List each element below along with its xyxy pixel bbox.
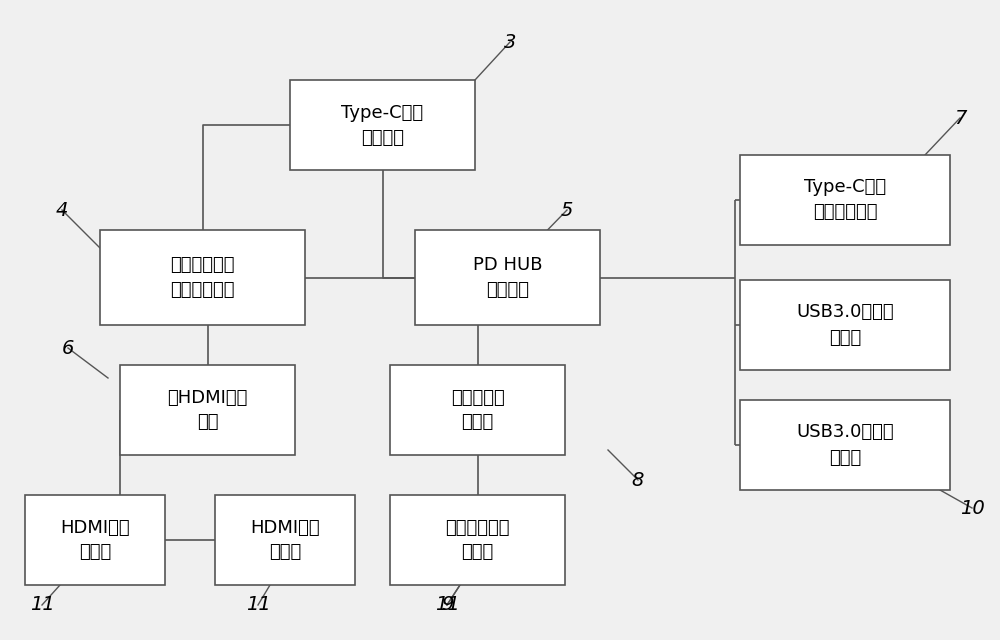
Bar: [740, 400, 950, 490]
Text: 以太网数据传
输接口: 以太网数据传 输接口: [445, 518, 510, 561]
Bar: [740, 155, 950, 245]
Text: Type-C数据
充电双向接口: Type-C数据 充电双向接口: [804, 179, 886, 221]
Text: 4: 4: [56, 200, 68, 220]
Text: 3: 3: [504, 33, 516, 51]
Bar: [740, 280, 950, 370]
Bar: [215, 495, 355, 585]
Text: HDMI音视
频接口: HDMI音视 频接口: [60, 518, 130, 561]
Bar: [120, 365, 295, 455]
Text: 多源信号复合
开关控制电路: 多源信号复合 开关控制电路: [170, 256, 235, 299]
Text: 9: 9: [441, 595, 453, 614]
Text: 7: 7: [954, 109, 966, 127]
Text: 5: 5: [561, 200, 573, 220]
Bar: [415, 230, 600, 325]
Text: USB3.0数据输
出接口: USB3.0数据输 出接口: [796, 303, 894, 346]
Text: 8: 8: [632, 470, 644, 490]
Text: 10: 10: [960, 499, 984, 518]
Bar: [390, 495, 565, 585]
Text: HDMI音视
频接口: HDMI音视 频接口: [250, 518, 320, 561]
Text: 11: 11: [30, 595, 54, 614]
Bar: [25, 495, 165, 585]
Text: 11: 11: [435, 595, 459, 614]
Bar: [390, 365, 565, 455]
Text: 以太网络控
制电路: 以太网络控 制电路: [451, 388, 504, 431]
Bar: [100, 230, 305, 325]
Text: 双HDMI控制
电路: 双HDMI控制 电路: [167, 388, 248, 431]
Text: 6: 6: [62, 339, 74, 358]
Text: Type-C数据
输入接口: Type-C数据 输入接口: [341, 104, 424, 147]
Bar: [290, 80, 475, 170]
Text: PD HUB
控制电路: PD HUB 控制电路: [473, 256, 542, 299]
Text: 11: 11: [246, 595, 270, 614]
Text: USB3.0数据输
出接口: USB3.0数据输 出接口: [796, 424, 894, 467]
